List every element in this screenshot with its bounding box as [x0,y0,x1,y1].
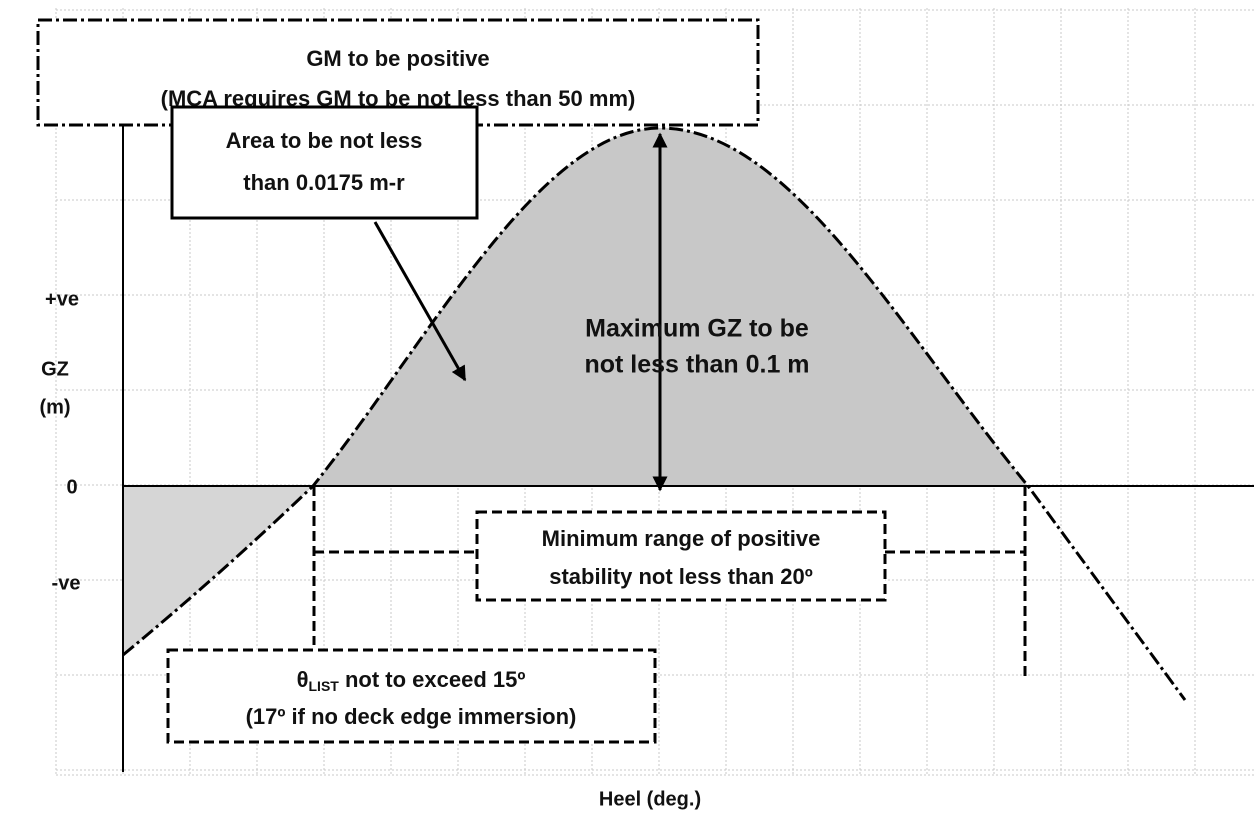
zero-label: 0 [66,476,77,498]
range-box [475,510,887,602]
area-text: Area to be not less [226,128,423,153]
negative-label: -ve [52,572,81,594]
x-label: Heel (deg.) [599,788,701,810]
list-text: (17º if no deck edge immersion) [246,704,577,729]
list-box [166,648,657,744]
area-box [170,105,479,220]
positive-area [313,128,1028,486]
gz-curve [122,126,1187,701]
range-text: stability not less than 20º [549,564,813,589]
range-text: Minimum range of positive [542,526,821,551]
area-text: than 0.0175 m-r [243,170,405,195]
max-gz-text: not less than 0.1 m [584,351,809,379]
max-gz-text: Maximum GZ to be [585,315,809,343]
positive-label: +ve [45,288,79,310]
theta: θ [297,667,309,692]
area-arrow [373,221,467,382]
list-rest: not to exceed 15º [339,667,526,692]
y-unit: (m) [39,396,70,418]
gm-text: GM to be positive [306,46,489,71]
range-lines [312,486,1027,676]
subscript: LIST [309,678,340,694]
y-label: GZ [41,358,69,380]
negative-area [123,486,313,655]
list-text: θLIST not to exceed 15º [297,667,526,694]
